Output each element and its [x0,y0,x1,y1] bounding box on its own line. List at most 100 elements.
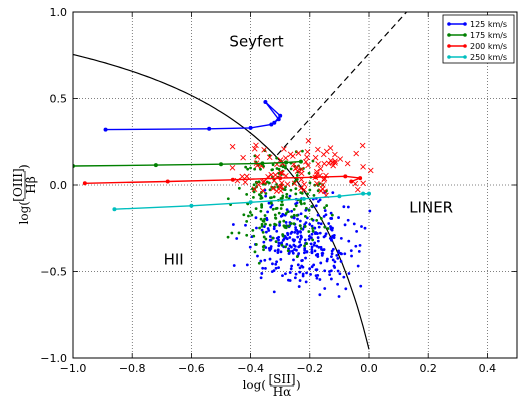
galaxy-point-blue [331,191,335,194]
galaxy-point-blue [354,244,358,248]
galaxy-point-green [286,210,290,214]
galaxy-cross-red [317,166,324,172]
galaxy-point-blue [287,278,290,282]
galaxy-point-green [268,223,272,227]
galaxy-point-blue [288,236,292,239]
galaxy-point-green [308,188,312,192]
galaxy-point-blue [262,225,266,228]
galaxy-point-blue [339,252,343,255]
galaxy-point-green [246,167,250,171]
galaxy-point-green [289,167,293,171]
galaxy-point-green [265,180,269,184]
galaxy-point-blue [333,260,337,264]
galaxy-point-green [278,220,282,224]
galaxy-point-green [254,207,258,211]
y-axis-label-numerator: [OIII] [11,168,25,201]
galaxy-point-blue [314,204,318,208]
galaxy-point-blue [310,245,314,249]
galaxy-point-blue [294,272,298,276]
galaxy-point-blue [281,212,285,216]
galaxy-point-green [261,219,265,223]
axis-ticks: −1.0 −0.8 −0.6 −0.4 −0.2 0.0 0.2 0.4 −1.0 −0.5 0.0… [40,6,517,375]
galaxy-point-blue [316,252,320,256]
galaxy-point-green [306,192,309,196]
galaxy-point-blue [337,295,341,298]
galaxy-cross-red [251,186,258,193]
galaxy-point-green [277,211,281,215]
x-tick-label: −0.8 [119,362,146,375]
galaxy-cross-red [229,165,236,171]
galaxy-point-blue [315,244,319,248]
legend-label: 200 km/s [470,42,507,51]
galaxy-point-blue [271,262,274,266]
galaxy-point-green [284,185,287,189]
galaxy-point-green [310,204,314,208]
galaxy-point-green [262,235,266,239]
galaxy-point-green [259,209,263,213]
galaxy-point-blue [327,222,331,225]
galaxy-point-blue [299,237,302,241]
galaxy-point-green [275,167,279,170]
galaxy-point-blue [279,257,283,261]
galaxy-point-green [274,207,278,211]
series-point [301,196,306,201]
galaxy-point-blue [330,255,333,258]
galaxy-point-blue [305,216,309,220]
galaxy-point-blue [264,267,267,270]
galaxy-cross-red [268,171,275,178]
galaxy-cross-red [278,169,284,176]
galaxy-point-green [285,192,289,196]
galaxy-point-blue [347,239,351,243]
galaxy-point-blue [232,264,236,267]
galaxy-point-green [279,207,283,210]
galaxy-point-blue [310,251,314,254]
galaxy-cross-red [255,181,262,188]
galaxy-point-blue [309,272,312,276]
series-point [276,117,281,122]
galaxy-point-blue [263,258,267,262]
galaxy-point-green [252,183,256,187]
galaxy-point-blue [352,222,356,226]
galaxy-cross-red [278,180,285,186]
galaxy-point-green [284,212,288,215]
series-point [361,191,366,196]
galaxy-point-green [263,217,266,221]
x-axis-label-prefix: log( [243,378,266,392]
region-labels: Seyfert LINER HII [164,33,454,269]
legend-marker [447,44,451,48]
galaxy-point-blue [331,247,335,251]
galaxy-point-blue [291,249,294,253]
galaxy-point-blue [325,259,329,263]
galaxy-point-blue [298,266,302,270]
galaxy-point-green [302,167,305,170]
galaxy-point-green [252,234,256,238]
galaxy-point-blue [318,278,322,281]
galaxy-point-green [279,197,283,200]
series-line [84,175,361,184]
galaxy-point-blue [288,194,292,198]
series-point [284,160,289,165]
galaxy-point-blue [261,266,265,270]
galaxy-point-blue [290,264,294,268]
legend-label: 175 km/s [470,31,507,40]
galaxy-point-blue [281,274,284,278]
galaxy-point-green [284,166,287,170]
y-tick-label: 0.0 [50,179,68,192]
galaxy-point-blue [248,245,252,249]
galaxy-point-blue [350,254,353,258]
legend-marker [447,33,451,37]
galaxy-point-green [280,243,284,247]
x-tick-label: −0.6 [178,362,205,375]
galaxy-point-blue [298,279,302,282]
series-point [248,125,253,130]
galaxy-point-blue [297,285,301,288]
galaxy-point-blue [276,248,280,252]
galaxy-point-blue [295,228,299,232]
galaxy-cross-red [353,150,360,157]
legend-marker [463,22,467,26]
galaxy-point-blue [329,269,333,273]
galaxy-point-green [325,204,329,207]
galaxy-point-green [286,249,290,253]
galaxy-point-green [294,204,298,208]
galaxy-point-blue [355,230,359,233]
